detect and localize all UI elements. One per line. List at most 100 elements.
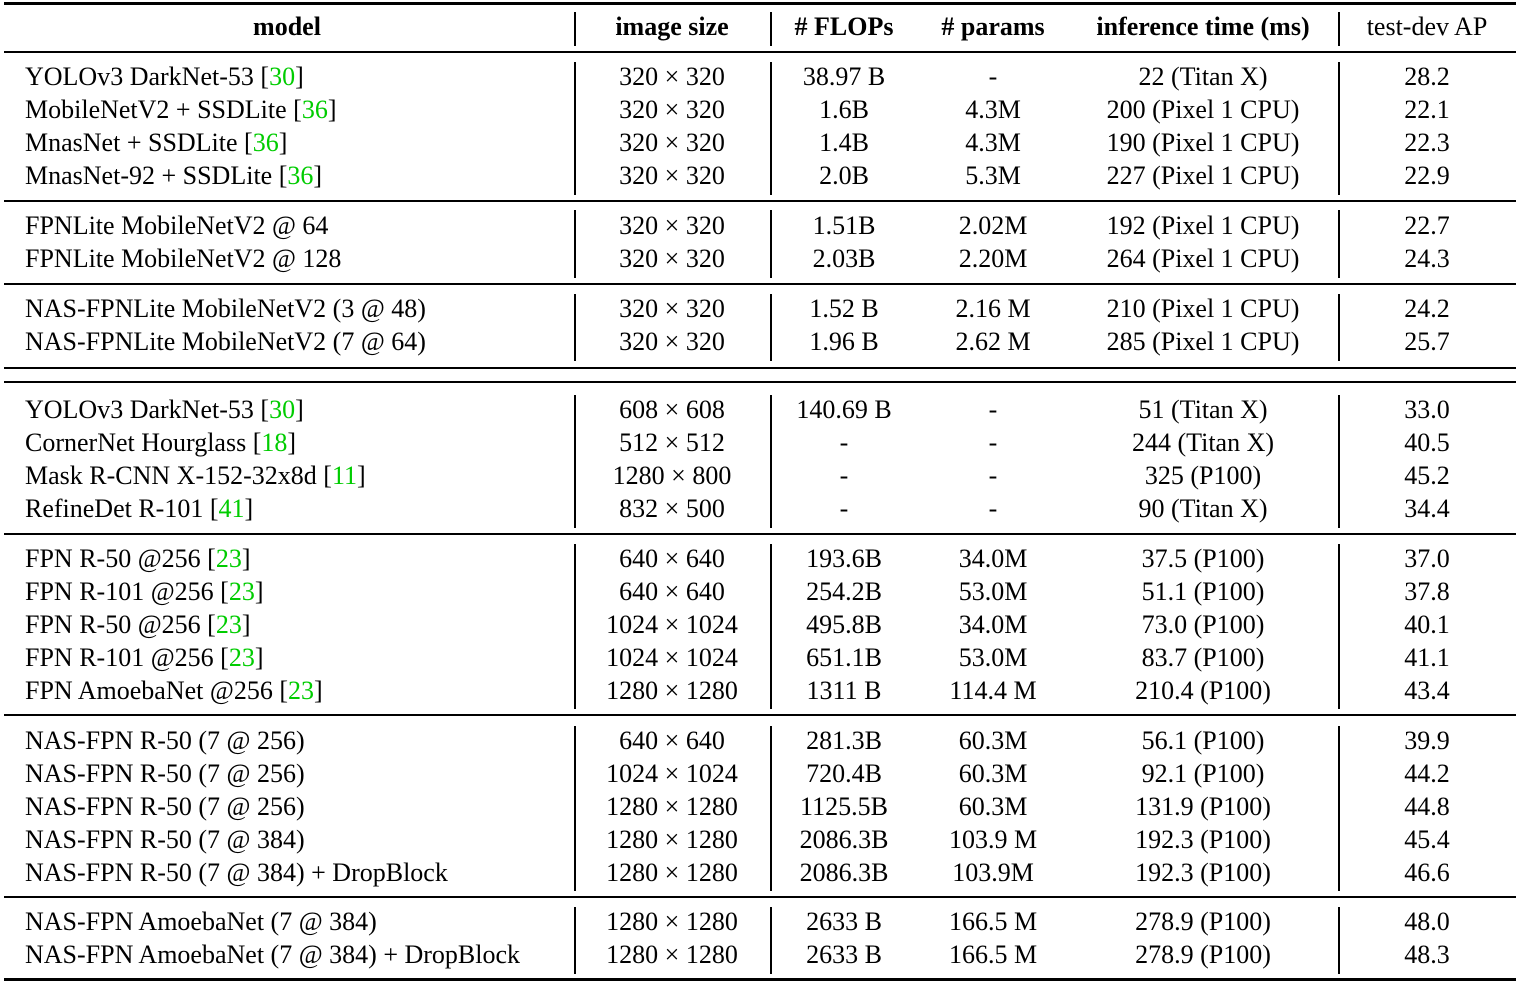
table-row: MnasNet-92 + SSDLite [36] 320 × 320 2.0B 5.… (0, 159, 1520, 192)
image-size-cell: 640 × 640 (619, 577, 725, 606)
params-cell: 53.0M (958, 577, 1028, 606)
header-params: # params (941, 12, 1045, 41)
table-row: Mask R-CNN X-152-32x8d [11] 1280 × 800 - - 3… (0, 459, 1520, 492)
test-dev-ap-cell: 22.3 (1404, 128, 1450, 157)
column-separator (1338, 395, 1340, 528)
citation-link[interactable]: 23 (228, 577, 255, 606)
model-name: NAS-FPN R-50 (7 @ 256) (25, 759, 305, 788)
table-row: NAS-FPN R-50 (7 @ 256) 640 × 640 281.3B 60.… (0, 724, 1520, 757)
model-name: MobileNetV2 + SSDLite (25, 95, 287, 124)
table-row: NAS-FPN R-50 (7 @ 384) + DropBlock 1280 ×… (0, 856, 1520, 889)
inference-time-cell: 56.1 (P100) (1141, 726, 1265, 755)
image-size-cell: 512 × 512 (619, 428, 725, 457)
model-cell: YOLOv3 DarkNet-53 [30] (25, 62, 304, 91)
model-name: RefineDet R-101 (25, 494, 204, 523)
flops-cell: 1.96 B (809, 327, 879, 356)
params-cell: 2.62 M (955, 327, 1031, 356)
image-size-cell: 320 × 320 (619, 128, 725, 157)
column-separator (1338, 12, 1340, 46)
params-cell: 4.3M (965, 95, 1021, 124)
model-name: CornerNet Hourglass (25, 428, 247, 457)
test-dev-ap-cell: 39.9 (1404, 726, 1450, 755)
table-row: NAS-FPN R-50 (7 @ 384) 1280 × 1280 2086.3B… (0, 823, 1520, 856)
image-size-cell: 832 × 500 (619, 494, 725, 523)
group-rule (4, 283, 1516, 285)
model-name: NAS-FPN R-50 (7 @ 256) (25, 792, 305, 821)
inference-time-cell: 325 (P100) (1144, 461, 1262, 490)
column-separator (574, 395, 576, 528)
column-separator (574, 726, 576, 891)
model-cell: Mask R-CNN X-152-32x8d [11] (25, 461, 366, 490)
inference-time-cell: 51 (Titan X) (1138, 395, 1268, 424)
citation-link[interactable]: 23 (215, 544, 242, 573)
citation-link[interactable]: 11 (331, 461, 357, 490)
image-size-cell: 320 × 320 (619, 161, 725, 190)
flops-cell: 281.3B (806, 726, 882, 755)
test-dev-ap-cell: 37.8 (1404, 577, 1450, 606)
double-rule-bottom (4, 381, 1516, 383)
inference-time-cell: 192 (Pixel 1 CPU) (1106, 211, 1300, 240)
column-separator (1338, 907, 1340, 974)
model-cell: YOLOv3 DarkNet-53 [30] (25, 395, 304, 424)
image-size-cell: 640 × 640 (619, 544, 725, 573)
params-cell: - (988, 395, 998, 424)
citation-link[interactable]: 23 (215, 610, 242, 639)
model-name: YOLOv3 DarkNet-53 (25, 395, 254, 424)
flops-cell: 2.03B (812, 244, 876, 273)
inference-time-cell: 192.3 (P100) (1135, 825, 1271, 854)
citation-link[interactable]: 23 (228, 643, 255, 672)
image-size-cell: 320 × 320 (619, 95, 725, 124)
image-size-cell: 1280 × 1280 (606, 940, 738, 969)
image-size-cell: 1024 × 1024 (606, 643, 738, 672)
table-row: MnasNet + SSDLite [36] 320 × 320 1.4B 4.3M 1… (0, 126, 1520, 159)
model-cell: NAS-FPN R-50 (7 @ 384) + DropBlock (25, 856, 448, 889)
header-test-dev-ap: test-dev AP (1366, 12, 1488, 41)
flops-cell: 1.51B (812, 211, 876, 240)
flops-cell: - (839, 428, 849, 457)
model-name: MnasNet + SSDLite (25, 128, 238, 157)
model-name: YOLOv3 DarkNet-53 (25, 62, 254, 91)
citation-link[interactable]: 36 (301, 95, 328, 124)
citation-link[interactable]: 18 (261, 428, 288, 457)
header-rule (4, 51, 1516, 53)
model-cell: MnasNet-92 + SSDLite [36] (25, 161, 323, 190)
citation-link[interactable]: 30 (269, 62, 296, 91)
group-rule (4, 200, 1516, 202)
test-dev-ap-cell: 43.4 (1404, 676, 1450, 705)
column-separator (1338, 726, 1340, 891)
citation-link[interactable]: 36 (252, 128, 279, 157)
image-size-cell: 320 × 320 (619, 62, 725, 91)
group-rule (4, 896, 1516, 898)
flops-cell: - (839, 494, 849, 523)
test-dev-ap-cell: 33.0 (1404, 395, 1450, 424)
test-dev-ap-cell: 24.2 (1404, 294, 1450, 323)
flops-cell: 1.52 B (809, 294, 879, 323)
inference-time-cell: 200 (Pixel 1 CPU) (1106, 95, 1300, 124)
inference-time-cell: 227 (Pixel 1 CPU) (1106, 161, 1300, 190)
params-cell: - (988, 494, 998, 523)
inference-time-cell: 90 (Titan X) (1138, 494, 1268, 523)
test-dev-ap-cell: 40.1 (1404, 610, 1450, 639)
test-dev-ap-cell: 48.0 (1404, 907, 1450, 936)
inference-time-cell: 190 (Pixel 1 CPU) (1106, 128, 1300, 157)
inference-time-cell: 73.0 (P100) (1141, 610, 1265, 639)
citation-link[interactable]: 41 (218, 494, 245, 523)
column-separator (770, 907, 772, 974)
citation-link[interactable]: 36 (287, 161, 314, 190)
model-name: Mask R-CNN X-152-32x8d (25, 461, 317, 490)
double-rule-top (4, 367, 1516, 369)
inference-time-cell: 51.1 (P100) (1141, 577, 1265, 606)
test-dev-ap-cell: 45.4 (1404, 825, 1450, 854)
table-row: NAS-FPN R-50 (7 @ 256) 1280 × 1280 1125.5B… (0, 790, 1520, 823)
citation-link[interactable]: 23 (288, 676, 314, 705)
test-dev-ap-cell: 45.2 (1404, 461, 1450, 490)
column-separator (1338, 62, 1340, 195)
group-rule (4, 714, 1516, 716)
citation-link[interactable]: 30 (269, 395, 296, 424)
params-cell: - (988, 461, 998, 490)
image-size-cell: 1280 × 1280 (606, 825, 738, 854)
params-cell: - (988, 62, 998, 91)
header-inference-time: inference time (ms) (1096, 12, 1310, 41)
flops-cell: 495.8B (806, 610, 882, 639)
